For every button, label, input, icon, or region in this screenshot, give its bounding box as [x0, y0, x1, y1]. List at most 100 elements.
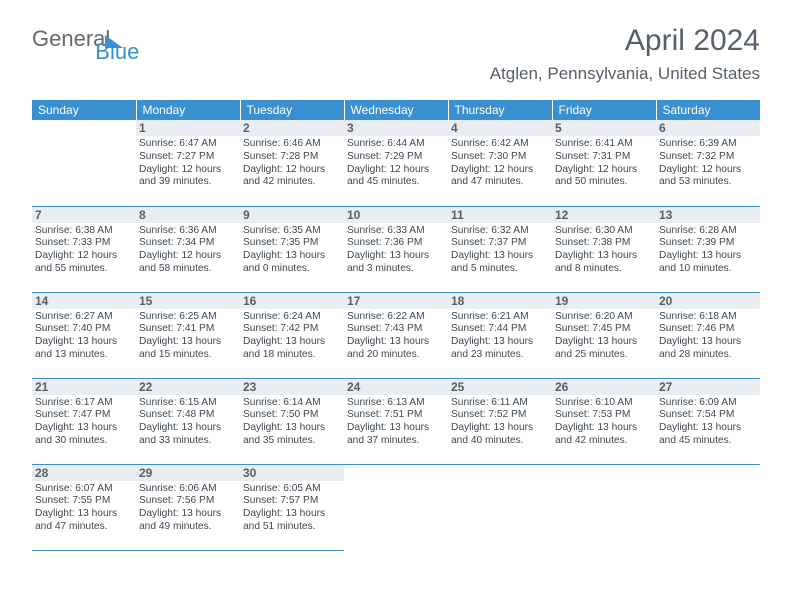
daylight-line: Daylight: 13 hours and 0 minutes. [243, 250, 341, 276]
daylight-line: Daylight: 13 hours and 28 minutes. [659, 336, 757, 362]
weekday-header: Thursday [448, 100, 552, 120]
sunrise-line: Sunrise: 6:05 AM [243, 483, 341, 496]
day-number: 21 [32, 379, 136, 395]
sunset-line: Sunset: 7:28 PM [243, 151, 341, 164]
cell-body: Sunrise: 6:39 AMSunset: 7:32 PMDaylight:… [659, 138, 757, 189]
calendar-cell: 4Sunrise: 6:42 AMSunset: 7:30 PMDaylight… [448, 120, 552, 206]
cell-body: Sunrise: 6:32 AMSunset: 7:37 PMDaylight:… [451, 225, 549, 276]
cell-body: Sunrise: 6:28 AMSunset: 7:39 PMDaylight:… [659, 225, 757, 276]
sunset-line: Sunset: 7:32 PM [659, 151, 757, 164]
day-number: 19 [552, 293, 656, 309]
calendar-cell: 10 Sunrise: 6:33 AMSunset: 7:36 PMDayligh… [344, 206, 448, 292]
calendar-cell: 3Sunrise: 6:44 AMSunset: 7:29 PMDaylight… [344, 120, 448, 206]
logo-text-blue: Blue [95, 39, 139, 65]
sunset-line: Sunset: 7:51 PM [347, 409, 445, 422]
calendar-cell [656, 464, 760, 550]
cell-body: Sunrise: 6:18 AMSunset: 7:46 PMDaylight:… [659, 311, 757, 362]
sunrise-line: Sunrise: 6:47 AM [139, 138, 237, 151]
sunset-line: Sunset: 7:56 PM [139, 495, 237, 508]
sunrise-line: Sunrise: 6:11 AM [451, 397, 549, 410]
day-number: 29 [136, 465, 240, 481]
calendar-cell: 6Sunrise: 6:39 AMSunset: 7:32 PMDaylight… [656, 120, 760, 206]
sunrise-line: Sunrise: 6:27 AM [35, 311, 133, 324]
cell-body: Sunrise: 6:46 AMSunset: 7:28 PMDaylight:… [243, 138, 341, 189]
calendar-cell [552, 464, 656, 550]
logo: General Blue [32, 26, 172, 52]
day-number: 13 [656, 207, 760, 223]
location-line: Atglen, Pennsylvania, United States [490, 64, 760, 84]
cell-body: Sunrise: 6:09 AMSunset: 7:54 PMDaylight:… [659, 397, 757, 448]
daylight-line: Daylight: 13 hours and 20 minutes. [347, 336, 445, 362]
weekday-header-row: Sunday Monday Tuesday Wednesday Thursday… [32, 100, 760, 120]
day-number: 30 [240, 465, 344, 481]
cell-body: Sunrise: 6:38 AMSunset: 7:33 PMDaylight:… [35, 225, 133, 276]
sunset-line: Sunset: 7:46 PM [659, 323, 757, 336]
cell-body: Sunrise: 6:06 AMSunset: 7:56 PMDaylight:… [139, 483, 237, 534]
weekday-header: Monday [136, 100, 240, 120]
sunrise-line: Sunrise: 6:36 AM [139, 225, 237, 238]
calendar-cell [448, 464, 552, 550]
cell-body: Sunrise: 6:25 AMSunset: 7:41 PMDaylight:… [139, 311, 237, 362]
sunrise-line: Sunrise: 6:18 AM [659, 311, 757, 324]
sunrise-line: Sunrise: 6:09 AM [659, 397, 757, 410]
sunrise-line: Sunrise: 6:15 AM [139, 397, 237, 410]
cell-body: Sunrise: 6:07 AMSunset: 7:55 PMDaylight:… [35, 483, 133, 534]
calendar-row: 7Sunrise: 6:38 AMSunset: 7:33 PMDaylight… [32, 206, 760, 292]
calendar-cell: 5Sunrise: 6:41 AMSunset: 7:31 PMDaylight… [552, 120, 656, 206]
sunset-line: Sunset: 7:39 PM [659, 237, 757, 250]
calendar-cell: 19 Sunrise: 6:20 AMSunset: 7:45 PMDayligh… [552, 292, 656, 378]
sunrise-line: Sunrise: 6:06 AM [139, 483, 237, 496]
sunset-line: Sunset: 7:50 PM [243, 409, 341, 422]
sunset-line: Sunset: 7:29 PM [347, 151, 445, 164]
sunset-line: Sunset: 7:45 PM [555, 323, 653, 336]
cell-body: Sunrise: 6:33 AMSunset: 7:36 PMDaylight:… [347, 225, 445, 276]
day-number: 27 [656, 379, 760, 395]
day-number: 10 [344, 207, 448, 223]
page-title: April 2024 [625, 24, 760, 58]
day-number: 11 [448, 207, 552, 223]
daylight-line: Daylight: 13 hours and 15 minutes. [139, 336, 237, 362]
sunrise-line: Sunrise: 6:35 AM [243, 225, 341, 238]
sunset-line: Sunset: 7:42 PM [243, 323, 341, 336]
sunset-line: Sunset: 7:53 PM [555, 409, 653, 422]
calendar-cell [32, 120, 136, 206]
cell-body: Sunrise: 6:27 AMSunset: 7:40 PMDaylight:… [35, 311, 133, 362]
cell-body: Sunrise: 6:13 AMSunset: 7:51 PMDaylight:… [347, 397, 445, 448]
sunrise-line: Sunrise: 6:14 AM [243, 397, 341, 410]
daylight-line: Daylight: 13 hours and 25 minutes. [555, 336, 653, 362]
sunrise-line: Sunrise: 6:24 AM [243, 311, 341, 324]
day-number: 25 [448, 379, 552, 395]
calendar-row: 28 Sunrise: 6:07 AMSunset: 7:55 PMDayligh… [32, 464, 760, 550]
calendar-cell: 24Sunrise: 6:13 AMSunset: 7:51 PMDayligh… [344, 378, 448, 464]
sunset-line: Sunset: 7:38 PM [555, 237, 653, 250]
daylight-line: Daylight: 13 hours and 47 minutes. [35, 508, 133, 534]
sunset-line: Sunset: 7:34 PM [139, 237, 237, 250]
day-number: 2 [240, 120, 344, 136]
daylight-line: Daylight: 12 hours and 58 minutes. [139, 250, 237, 276]
sunset-line: Sunset: 7:57 PM [243, 495, 341, 508]
sunrise-line: Sunrise: 6:10 AM [555, 397, 653, 410]
day-number: 28 [32, 465, 136, 481]
sunset-line: Sunset: 7:55 PM [35, 495, 133, 508]
daylight-line: Daylight: 12 hours and 53 minutes. [659, 164, 757, 190]
day-number: 5 [552, 120, 656, 136]
daylight-line: Daylight: 13 hours and 8 minutes. [555, 250, 653, 276]
sunset-line: Sunset: 7:48 PM [139, 409, 237, 422]
sunrise-line: Sunrise: 6:44 AM [347, 138, 445, 151]
sunset-line: Sunset: 7:54 PM [659, 409, 757, 422]
daylight-line: Daylight: 13 hours and 45 minutes. [659, 422, 757, 448]
weekday-header: Wednesday [344, 100, 448, 120]
sunrise-line: Sunrise: 6:21 AM [451, 311, 549, 324]
sunrise-line: Sunrise: 6:17 AM [35, 397, 133, 410]
daylight-line: Daylight: 12 hours and 50 minutes. [555, 164, 653, 190]
daylight-line: Daylight: 13 hours and 42 minutes. [555, 422, 653, 448]
day-number: 20 [656, 293, 760, 309]
sunset-line: Sunset: 7:31 PM [555, 151, 653, 164]
cell-body: Sunrise: 6:20 AMSunset: 7:45 PMDaylight:… [555, 311, 653, 362]
weekday-header: Tuesday [240, 100, 344, 120]
calendar-cell: 26Sunrise: 6:10 AMSunset: 7:53 PMDayligh… [552, 378, 656, 464]
sunrise-line: Sunrise: 6:30 AM [555, 225, 653, 238]
weekday-header: Sunday [32, 100, 136, 120]
calendar-cell: 21Sunrise: 6:17 AMSunset: 7:47 PMDayligh… [32, 378, 136, 464]
day-number: 4 [448, 120, 552, 136]
